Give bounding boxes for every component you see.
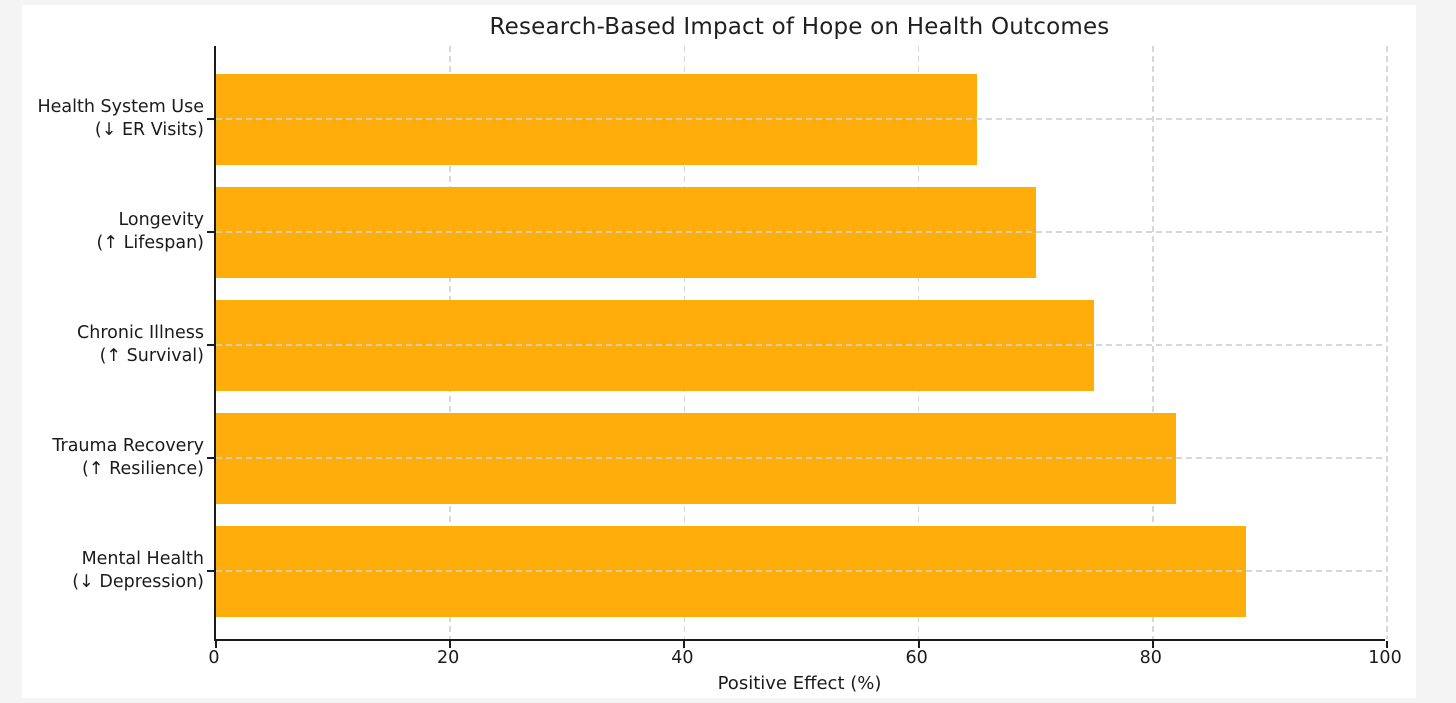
x-tick-mark	[1151, 641, 1154, 648]
y-axis-label-line: Longevity	[118, 210, 204, 230]
y-tick-mark	[207, 457, 214, 459]
chart-title: Research-Based Impact of Hope on Health …	[489, 14, 1110, 40]
y-axis-label-line: (↓ ER Visits)	[94, 120, 204, 140]
x-tick-mark	[449, 641, 452, 648]
y-axis-label-trauma-recovery: Trauma Recovery (↑ Resilience)	[22, 435, 204, 481]
x-tick-mark	[917, 641, 920, 648]
vertical-gridline	[1152, 46, 1154, 639]
y-tick-mark	[207, 344, 214, 346]
y-axis-label-line: (↑ Lifespan)	[96, 233, 204, 253]
y-tick-mark	[207, 118, 214, 120]
chart-figure: Research-Based Impact of Hope on Health …	[22, 5, 1416, 698]
x-tick-label: 0	[208, 648, 220, 668]
y-axis-label-mental-health: Mental Health (↓ Depression)	[22, 548, 204, 594]
y-axis-label-line: (↑ Resilience)	[82, 459, 204, 479]
x-tick-label: 20	[437, 648, 460, 668]
x-tick-mark	[683, 641, 686, 648]
vertical-gridline	[1386, 46, 1388, 639]
y-axis-label-longevity: Longevity (↑ Lifespan)	[22, 209, 204, 255]
horizontal-gridline	[216, 231, 1385, 233]
x-tick-mark	[215, 641, 217, 648]
x-tick-label: 100	[1368, 648, 1402, 668]
y-axis-label-chronic-illness: Chronic Illness (↑ Survival)	[22, 322, 204, 368]
horizontal-gridline	[216, 457, 1385, 459]
horizontal-gridline	[216, 344, 1385, 346]
y-tick-mark	[207, 570, 214, 572]
y-axis-label-line: Chronic Illness	[77, 323, 204, 343]
y-axis-label-health-system-use: Health System Use (↓ ER Visits)	[22, 96, 204, 142]
x-tick-label: 40	[671, 648, 694, 668]
y-axis-label-line: Trauma Recovery	[52, 436, 204, 456]
y-axis-label-line: Mental Health	[81, 549, 204, 569]
horizontal-gridline	[216, 118, 1385, 120]
y-axis-label-line: Health System Use	[37, 97, 204, 117]
x-tick-mark	[1386, 641, 1388, 648]
plot-area	[207, 46, 1388, 648]
x-tick-label: 60	[905, 648, 928, 668]
x-axis-title: Positive Effect (%)	[717, 673, 882, 694]
y-axis-label-line: (↑ Survival)	[99, 346, 204, 366]
x-tick-label: 80	[1139, 648, 1162, 668]
y-tick-mark	[207, 231, 214, 233]
y-axis-label-line: (↓ Depression)	[72, 572, 204, 592]
horizontal-gridline	[216, 570, 1385, 572]
